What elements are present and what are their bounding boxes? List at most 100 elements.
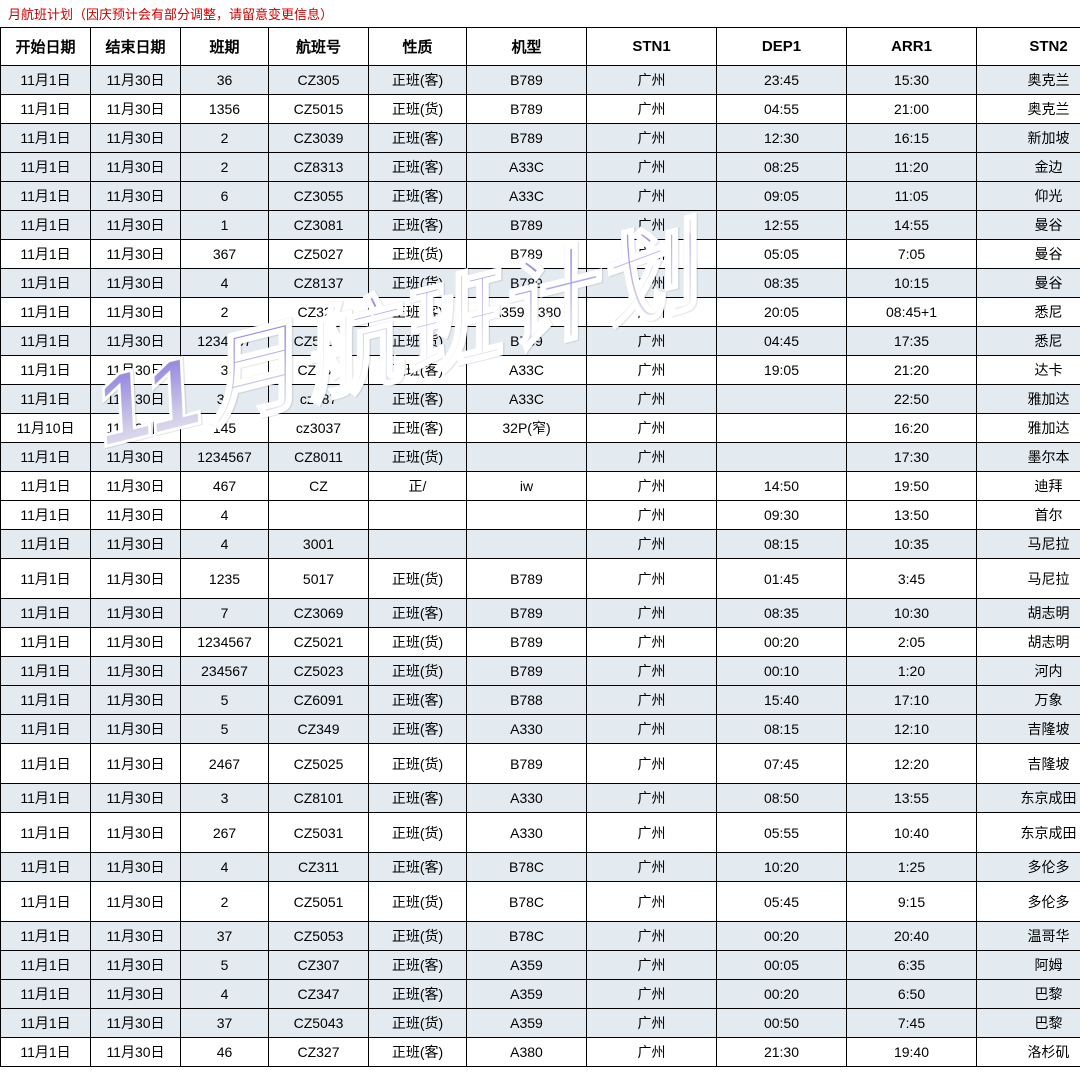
table-row: 11月1日11月30日3CZ391正班(客)A33C广州19:0521:20达卡 (1, 356, 1080, 385)
table-row: 11月1日11月30日2467CZ5025正班(货)B789广州07:4512:… (1, 744, 1080, 784)
table-cell: A33C (467, 153, 587, 182)
table-cell: B789 (467, 124, 587, 153)
table-cell: 11月1日 (1, 686, 91, 715)
col-header: STN1 (587, 28, 717, 66)
table-cell: 正班(客) (369, 182, 467, 211)
table-cell: 墨尔本 (977, 443, 1080, 472)
table-cell: 广州 (587, 1009, 717, 1038)
table-cell: 广州 (587, 744, 717, 784)
table-cell: 11月1日 (1, 327, 91, 356)
table-cell: 11月30日 (91, 744, 181, 784)
table-cell: 正班(客) (369, 298, 467, 327)
table-cell: 4 (181, 269, 269, 298)
table-cell: 20:05 (717, 298, 847, 327)
table-cell: 11月30日 (91, 153, 181, 182)
table-cell: 正班(货) (369, 240, 467, 269)
table-cell: CZ6091 (269, 686, 369, 715)
table-cell: 1:20 (847, 657, 977, 686)
table-cell: A330 (467, 784, 587, 813)
table-cell: 6 (181, 182, 269, 211)
table-cell: 9:15 (847, 882, 977, 922)
table-row: 11月1日11月30日36CZ305正班(客)B789广州23:4515:30奥… (1, 66, 1080, 95)
table-cell: CZ305 (269, 66, 369, 95)
table-cell: 正班(货) (369, 813, 467, 853)
table-cell: 15:30 (847, 66, 977, 95)
table-cell: 16:20 (847, 414, 977, 443)
table-cell: 正班(客) (369, 951, 467, 980)
table-cell: B78C (467, 882, 587, 922)
table-cell: B789 (467, 628, 587, 657)
table-row: 11月1日11月30日267CZ5031正班(货)A330广州05:5510:4… (1, 813, 1080, 853)
col-header: 班期 (181, 28, 269, 66)
table-cell: 奥克兰 (977, 66, 1080, 95)
table-cell: 00:10 (717, 657, 847, 686)
table-cell: 雅加达 (977, 414, 1080, 443)
table-cell: cz3037 (269, 414, 369, 443)
table-cell: CZ5043 (269, 1009, 369, 1038)
table-row: 11月1日11月30日5CZ349正班(客)A330广州08:1512:10吉隆… (1, 715, 1080, 744)
table-cell: 广州 (587, 853, 717, 882)
table-cell: CZ8137 (269, 269, 369, 298)
table-cell: 10:20 (717, 853, 847, 882)
table-cell: 11月30日 (91, 922, 181, 951)
table-cell: 07:45 (717, 744, 847, 784)
table-cell: 正班(客) (369, 414, 467, 443)
table-cell: 08:50 (717, 784, 847, 813)
table-cell: 东京成田 (977, 784, 1080, 813)
table-cell: 46 (181, 1038, 269, 1067)
table-cell: 11月30日 (91, 240, 181, 269)
flight-schedule-table: 开始日期结束日期班期航班号性质机型STN1DEP1ARR1STN2 11月1日1… (0, 27, 1080, 1067)
table-cell: 11月30日 (91, 657, 181, 686)
table-cell: 12:10 (847, 715, 977, 744)
table-cell: CZ5053 (269, 922, 369, 951)
table-cell: 11月30日 (91, 327, 181, 356)
table-cell: CZ327 (269, 1038, 369, 1067)
table-cell: 17:35 (847, 327, 977, 356)
table-cell (467, 501, 587, 530)
table-cell: 00:20 (717, 628, 847, 657)
table-row: 11月1日11月30日234567CZ5023正班(货)B789广州00:101… (1, 657, 1080, 686)
table-cell: 11月30日 (91, 784, 181, 813)
table-body: 11月1日11月30日36CZ305正班(客)B789广州23:4515:30奥… (1, 66, 1080, 1067)
table-cell: 2:05 (847, 628, 977, 657)
table-cell: 万象 (977, 686, 1080, 715)
table-cell: CZ5015 (269, 95, 369, 124)
table-cell: 00:05 (717, 951, 847, 980)
table-cell: 13:50 (847, 501, 977, 530)
table-cell: 2 (181, 298, 269, 327)
table-cell: 阿姆 (977, 951, 1080, 980)
table-cell: 11月1日 (1, 95, 91, 124)
table-cell: 11月30日 (91, 414, 181, 443)
table-row: 11月1日11月30日5CZ6091正班(客)B788广州15:4017:10万… (1, 686, 1080, 715)
table-cell: 12:30 (717, 124, 847, 153)
table-cell: 广州 (587, 1038, 717, 1067)
table-row: 11月1日11月30日3CZ8101正班(客)A330广州08:5013:55东… (1, 784, 1080, 813)
table-cell: 05:45 (717, 882, 847, 922)
table-cell: 正班(货) (369, 559, 467, 599)
table-cell: 05:55 (717, 813, 847, 853)
table-cell: 洛杉矶 (977, 1038, 1080, 1067)
table-cell: CZ349 (269, 715, 369, 744)
table-cell: B789 (467, 327, 587, 356)
table-cell: A359 (467, 980, 587, 1009)
table-cell: 11月30日 (91, 298, 181, 327)
table-cell: 4 (181, 501, 269, 530)
table-cell: CZ (269, 472, 369, 501)
table-cell: 1234567 (181, 443, 269, 472)
table-cell: 正班(货) (369, 882, 467, 922)
table-cell: 5 (181, 686, 269, 715)
table-cell: 广州 (587, 95, 717, 124)
table-cell: 11月1日 (1, 922, 91, 951)
table-cell: CZ3081 (269, 211, 369, 240)
table-cell: 08:45+1 (847, 298, 977, 327)
table-row: 11月1日11月30日4广州09:3013:50首尔 (1, 501, 1080, 530)
table-cell: 正班(客) (369, 599, 467, 628)
table-row: 11月1日11月30日36cz387正班(客)A33C广州22:50雅加达 (1, 385, 1080, 414)
table-cell: 曼谷 (977, 269, 1080, 298)
table-cell: B789 (467, 657, 587, 686)
table-cell: CZ5025 (269, 744, 369, 784)
col-header: 航班号 (269, 28, 369, 66)
table-cell: 11月30日 (91, 1038, 181, 1067)
table-cell: CZ8011 (269, 443, 369, 472)
table-cell: 广州 (587, 211, 717, 240)
